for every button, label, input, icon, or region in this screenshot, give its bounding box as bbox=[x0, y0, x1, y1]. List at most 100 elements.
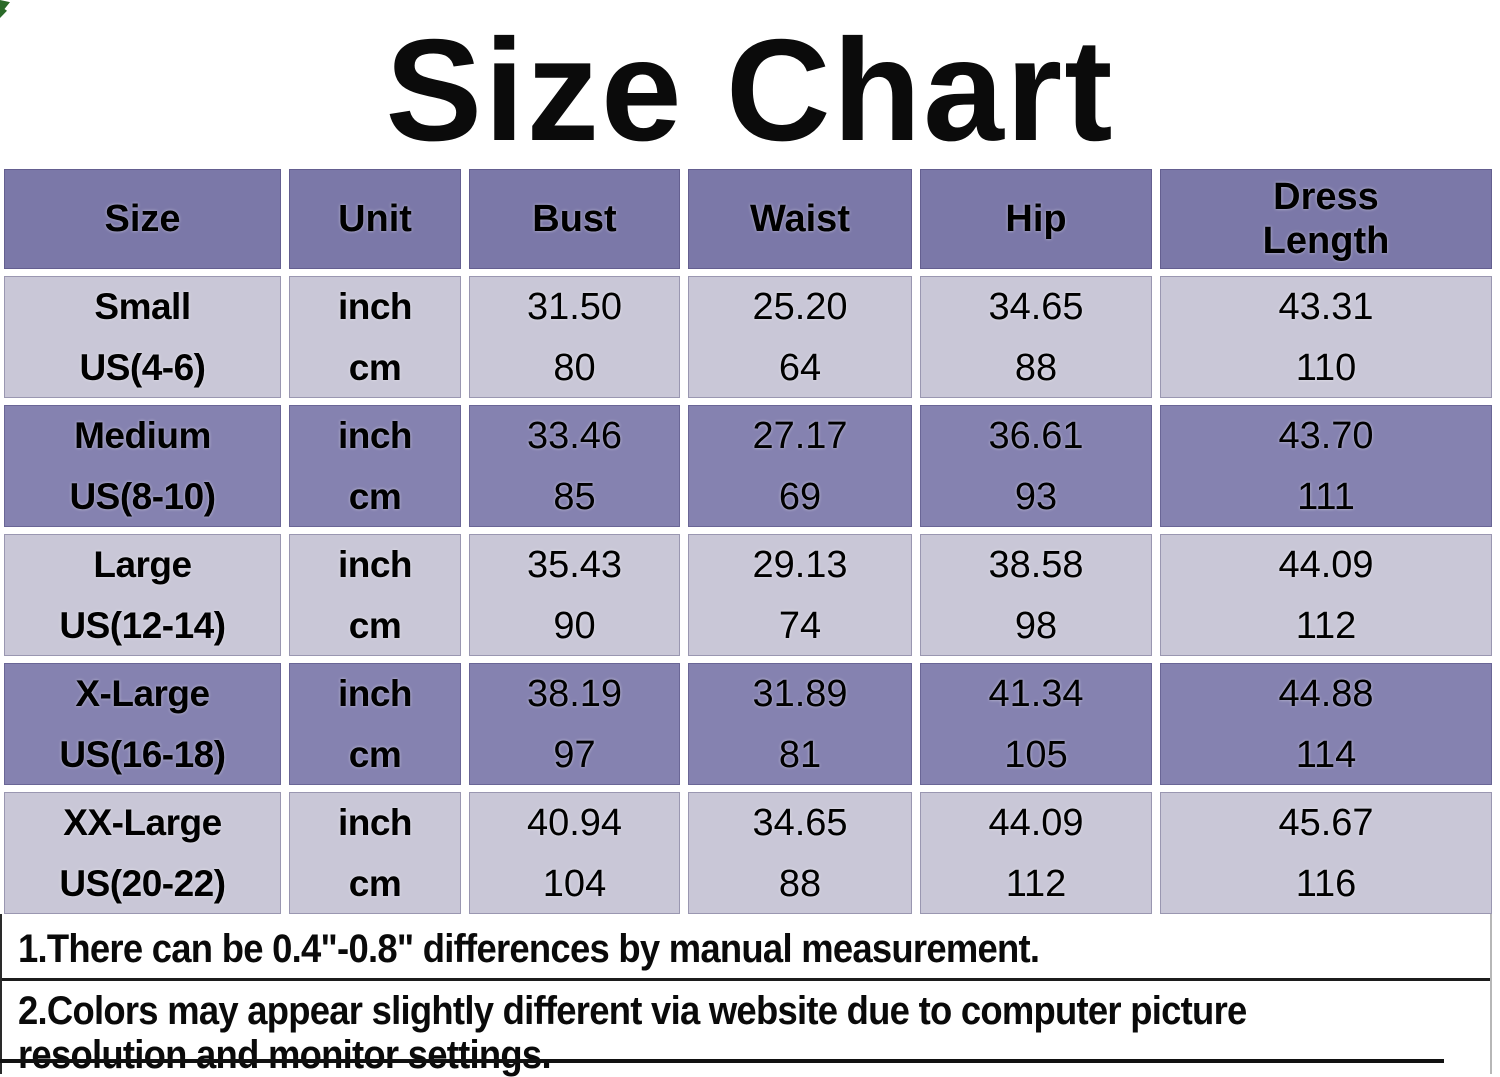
dress-length-cell: 43.70 111 bbox=[1160, 405, 1492, 527]
bust-cm-value: 90 bbox=[553, 604, 596, 647]
header-label: Hip bbox=[1005, 198, 1067, 240]
dress-length-cell: 45.67 116 bbox=[1160, 792, 1492, 914]
bust-cell: 38.19 97 bbox=[469, 663, 680, 785]
hip-inch-value: 41.34 bbox=[988, 672, 1084, 715]
dress-length-cell: 44.88 114 bbox=[1160, 663, 1492, 785]
header-cell-dress-length: Dress Length bbox=[1160, 169, 1492, 269]
waist-inch-value: 29.13 bbox=[752, 543, 848, 586]
footnote-1-text: 1.There can be 0.4"-0.8" differences by … bbox=[18, 927, 1040, 971]
hip-cell: 44.09 112 bbox=[920, 792, 1152, 914]
dress-length-inch-value: 43.31 bbox=[1278, 285, 1374, 328]
footnotes-section: 1.There can be 0.4"-0.8" differences by … bbox=[0, 914, 1492, 1077]
header-cell-unit: Unit bbox=[289, 169, 461, 269]
unit-cell: inch cm bbox=[289, 792, 461, 914]
footnote-2-line-2: resolution and monitor settings. bbox=[18, 1033, 552, 1077]
bust-cell: 40.94 104 bbox=[469, 792, 680, 914]
header-cell-size: Size bbox=[4, 169, 281, 269]
hip-cell: 38.58 98 bbox=[920, 534, 1152, 656]
unit-inch-label: inch bbox=[337, 414, 413, 456]
waist-cell: 27.17 69 bbox=[688, 405, 912, 527]
dress-length-cell: 43.31 110 bbox=[1160, 276, 1492, 398]
unit-cm-label: cm bbox=[348, 862, 402, 904]
unit-inch-label: inch bbox=[337, 285, 413, 327]
table-row-xx-large-size-cell: XX-Large US(20-22) bbox=[4, 792, 281, 914]
hip-cm-value: 112 bbox=[1005, 862, 1067, 905]
hip-cm-value: 98 bbox=[1014, 604, 1058, 647]
hip-cm-value: 93 bbox=[1014, 475, 1058, 518]
waist-cell: 34.65 88 bbox=[688, 792, 912, 914]
waist-cm-value: 69 bbox=[778, 475, 822, 518]
waist-cell: 31.89 81 bbox=[688, 663, 912, 785]
unit-inch-label: inch bbox=[337, 543, 413, 585]
footnote-2: 2.Colors may appear slightly different v… bbox=[2, 981, 1490, 1077]
table-row-small-size-cell: Small US(4-6) bbox=[4, 276, 281, 398]
waist-inch-value: 31.89 bbox=[752, 672, 848, 715]
waist-inch-value: 27.17 bbox=[752, 414, 848, 457]
unit-cm-label: cm bbox=[348, 733, 402, 775]
hip-inch-value: 34.65 bbox=[988, 285, 1084, 328]
waist-cell: 25.20 64 bbox=[688, 276, 912, 398]
bust-inch-value: 40.94 bbox=[526, 801, 623, 844]
table-row-x-large-size-cell: X-Large US(16-18) bbox=[4, 663, 281, 785]
unit-cell: inch cm bbox=[289, 405, 461, 527]
waist-cm-value: 64 bbox=[778, 346, 822, 389]
hip-cell: 34.65 88 bbox=[920, 276, 1152, 398]
bust-inch-value: 33.46 bbox=[526, 414, 623, 457]
size-name: Small bbox=[94, 285, 191, 327]
size-us-range: US(8-10) bbox=[69, 475, 216, 517]
bust-cell: 33.46 85 bbox=[469, 405, 680, 527]
footnote-1: 1.There can be 0.4"-0.8" differences by … bbox=[2, 914, 1490, 978]
footnote-divider-line bbox=[2, 978, 1490, 981]
bust-cell: 35.43 90 bbox=[469, 534, 680, 656]
header-label: Unit bbox=[338, 198, 412, 240]
waist-cm-value: 88 bbox=[778, 862, 822, 905]
header-label: Dress Length bbox=[1262, 176, 1390, 262]
page-title: Size Chart bbox=[385, 9, 1115, 171]
unit-cm-label: cm bbox=[348, 346, 402, 388]
bust-inch-value: 38.19 bbox=[526, 672, 623, 715]
size-us-range: US(16-18) bbox=[59, 733, 226, 775]
unit-cm-label: cm bbox=[348, 475, 402, 517]
header-label: Waist bbox=[750, 198, 850, 240]
dress-length-inch-value: 43.70 bbox=[1278, 414, 1374, 457]
size-us-range: US(12-14) bbox=[59, 604, 226, 646]
unit-cm-label: cm bbox=[348, 604, 402, 646]
size-name: XX-Large bbox=[63, 801, 222, 843]
unit-cell: inch cm bbox=[289, 276, 461, 398]
header-label: Bust bbox=[532, 198, 617, 240]
hip-cm-value: 105 bbox=[1004, 733, 1068, 776]
bust-inch-value: 35.43 bbox=[526, 543, 623, 586]
table-row-medium-size-cell: Medium US(8-10) bbox=[4, 405, 281, 527]
table-row-large-size-cell: Large US(12-14) bbox=[4, 534, 281, 656]
size-name: X-Large bbox=[75, 672, 210, 714]
bust-cell: 31.50 80 bbox=[469, 276, 680, 398]
unit-inch-label: inch bbox=[337, 801, 413, 843]
dress-length-cm-value: 114 bbox=[1295, 733, 1357, 776]
dress-length-inch-value: 44.09 bbox=[1278, 543, 1374, 586]
header-label: Size bbox=[104, 198, 181, 240]
hip-inch-value: 44.09 bbox=[988, 801, 1084, 844]
header-cell-waist: Waist bbox=[688, 169, 912, 269]
bust-cm-value: 85 bbox=[553, 475, 596, 518]
dress-length-cell: 44.09 112 bbox=[1160, 534, 1492, 656]
bottom-border-line bbox=[0, 1059, 1444, 1063]
waist-cell: 29.13 74 bbox=[688, 534, 912, 656]
green-corner-mark bbox=[0, 0, 10, 18]
waist-inch-value: 25.20 bbox=[752, 285, 848, 328]
dress-length-cm-value: 110 bbox=[1295, 346, 1357, 389]
dress-length-inch-value: 44.88 bbox=[1278, 672, 1374, 715]
bust-cm-value: 104 bbox=[542, 862, 607, 905]
size-name: Medium bbox=[74, 414, 211, 456]
unit-cell: inch cm bbox=[289, 663, 461, 785]
hip-cell: 36.61 93 bbox=[920, 405, 1152, 527]
header-cell-bust: Bust bbox=[469, 169, 680, 269]
bust-cm-value: 97 bbox=[553, 733, 596, 776]
header-cell-hip: Hip bbox=[920, 169, 1152, 269]
hip-cm-value: 88 bbox=[1014, 346, 1058, 389]
footnote-2-line-1: 2.Colors may appear slightly different v… bbox=[18, 989, 1247, 1033]
unit-cell: inch cm bbox=[289, 534, 461, 656]
dress-length-cm-value: 116 bbox=[1295, 862, 1357, 905]
size-us-range: US(4-6) bbox=[79, 346, 206, 388]
unit-inch-label: inch bbox=[337, 672, 413, 714]
hip-inch-value: 38.58 bbox=[988, 543, 1084, 586]
